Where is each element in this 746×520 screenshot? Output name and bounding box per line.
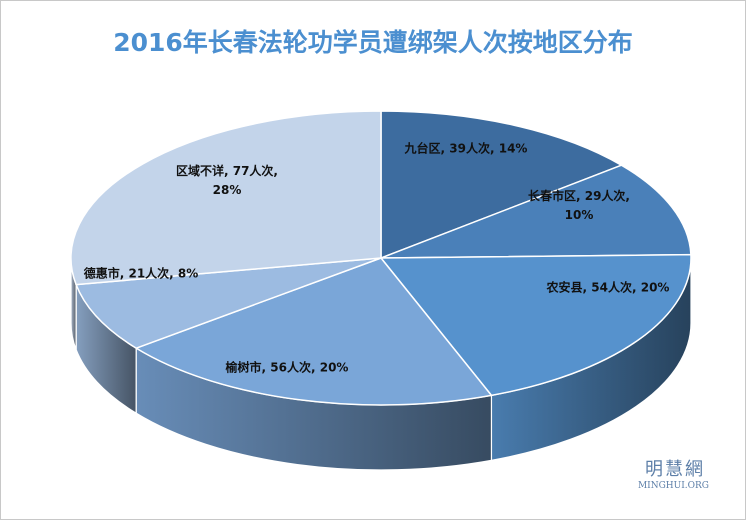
data-label: 长春市区, 29人次, 10% <box>528 189 630 222</box>
data-label: 九台区, 39人次, 14% <box>404 141 528 156</box>
data-label: 榆树市, 56人次, 20% <box>225 360 349 375</box>
pie-slice <box>379 253 692 397</box>
data-label: 德惠市, 21人次, 8% <box>83 266 199 281</box>
pie-slice <box>75 257 382 349</box>
data-label: 农安县, 54人次, 20% <box>546 280 670 295</box>
pie-slice <box>380 110 624 260</box>
watermark: 明慧網 <box>645 459 705 480</box>
pie-slice <box>134 257 493 406</box>
chart-title: 2016年长春法轮功学员遭绑架人次按地区分布 <box>113 28 633 57</box>
pie-slice <box>70 110 382 286</box>
data-label: 区域不详, 77人次, 28% <box>176 164 278 197</box>
watermark-site: MINGHUI.ORG <box>637 481 709 491</box>
pie-slice <box>380 164 692 259</box>
